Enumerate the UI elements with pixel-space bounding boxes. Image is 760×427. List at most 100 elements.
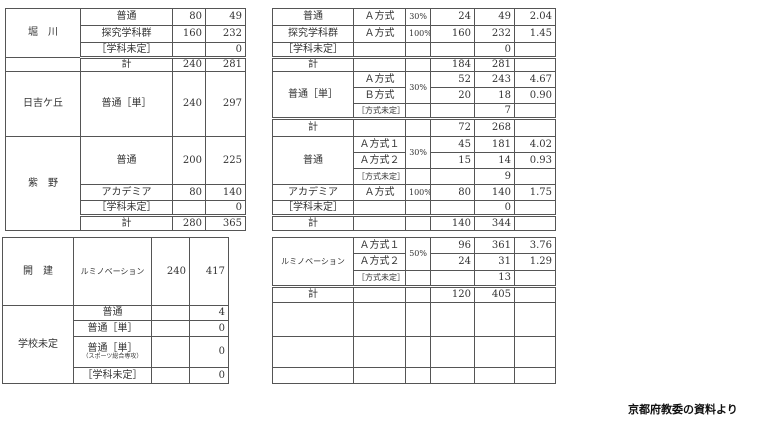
capacity-cell: 52 — [430, 71, 475, 88]
dept-cell: 普通 — [80, 136, 173, 185]
dept-cell: 探究学科群 — [272, 25, 354, 43]
total-label: 計 — [272, 214, 354, 231]
right-table-bottom: ルミノベーション Ａ方式１ 50% 96 361 3.76 Ａ方式２ 24 31 1.29 ［方… — [272, 237, 556, 384]
right-table-top: 普通 Ａ方式 30% 24 49 2.04 探究学科群 Ａ方式 100% 160 232 1.45 … — [272, 8, 556, 231]
school-name: 開 建 — [2, 237, 74, 306]
left-table-bottom: 開 建ルミノベーション 240 417 学校未定 普通 4 普通［単］ 0 普通［単］ （ス… — [2, 237, 229, 384]
capacity-cell: 184 — [430, 56, 475, 72]
total-label: 計 — [80, 214, 173, 231]
applicants-cell: 0 — [205, 200, 246, 216]
table-row: Ａ方式２ 24 31 1.29 — [273, 253, 556, 271]
total-label: 計 — [80, 56, 173, 72]
table-row: 日吉ケ丘 普通［単］ 240 297 — [5, 71, 246, 137]
dept-cell: 普通［単］ — [73, 320, 152, 337]
total-row: 計 280 365 — [6, 214, 246, 231]
applicants-cell: 417 — [189, 237, 229, 306]
method-cell: Ａ方式１ — [353, 237, 406, 254]
table-row: 探究学科群 160 232 — [6, 25, 246, 43]
applicants-cell: 281 — [474, 56, 515, 72]
total-row: 計 184 281 — [272, 56, 556, 72]
table-row: ［学科未定］ 0 — [272, 42, 556, 58]
capacity-cell: 15 — [430, 152, 475, 169]
table-row: 普通 Ａ方式１ 30% 45 181 4.02 — [272, 136, 556, 185]
applicants-cell: 140 — [474, 184, 515, 201]
school-name: 日吉ケ丘 — [5, 71, 81, 137]
method-cell: ［方式未定］ — [353, 168, 406, 185]
total-label: 計 — [272, 56, 354, 72]
applicants-cell: 31 — [474, 253, 515, 271]
capacity-cell: 160 — [172, 25, 206, 43]
applicants-cell: 4 — [189, 305, 229, 321]
dept-cell: 普通 — [272, 8, 354, 26]
total-row: 計 120 405 — [272, 285, 556, 303]
dept-cell: 普通 — [80, 8, 173, 26]
applicants-cell: 281 — [205, 56, 246, 72]
dept-cell: ルミノベーション — [272, 237, 354, 287]
applicants-cell: 297 — [205, 71, 246, 137]
capacity-cell: 24 — [430, 253, 475, 271]
dept-note: （スポーツ総合専攻） — [82, 353, 143, 360]
method-cell: ［方式未定］ — [353, 270, 406, 287]
ratio-cell: 0.90 — [514, 87, 556, 104]
empty-row — [272, 367, 556, 384]
total-label: 計 — [272, 117, 354, 137]
applicants-cell: 243 — [474, 71, 515, 88]
percent-cell: 100% — [405, 184, 431, 201]
capacity-cell: 45 — [430, 136, 475, 153]
method-cell: Ａ方式 — [353, 25, 406, 43]
capacity-cell: 140 — [430, 214, 475, 231]
method-cell: Ａ方式 — [353, 71, 406, 88]
applicants-cell: 49 — [205, 8, 246, 26]
applicants-cell: 0 — [189, 367, 229, 384]
applicants-cell: 7 — [474, 103, 515, 119]
table-row: 探究学科群 Ａ方式 100% 160 232 1.45 — [272, 25, 556, 43]
table-row: ［方式未定］ 7 — [273, 103, 556, 119]
applicants-cell: 405 — [474, 285, 515, 303]
percent-cell: 30% — [405, 8, 431, 26]
dept-cell: ［学科未定］ — [272, 42, 354, 58]
method-cell: Ａ方式１ — [353, 136, 406, 153]
left-table-top: 堀 川普通 80 49 探究学科群 160 232 ［学科未定］ 0 計 240 281 日吉… — [5, 8, 246, 231]
ratio-cell: 3.76 — [514, 237, 556, 254]
capacity-cell: 96 — [430, 237, 475, 254]
table-row: ［学科未定］ 0 — [3, 367, 229, 384]
applicants-cell: 13 — [474, 270, 515, 287]
method-cell: Ｂ方式 — [353, 87, 406, 104]
capacity-cell: 72 — [430, 117, 475, 137]
capacity-cell: 80 — [172, 8, 206, 26]
dept-cell: ［学科未定］ — [73, 367, 152, 384]
table-row: 普通［単］ Ａ方式 30% 52 243 4.67 — [272, 71, 556, 119]
applicants-cell: 181 — [474, 136, 515, 153]
capacity-cell — [172, 200, 206, 216]
dept-cell: 普通 — [73, 305, 152, 321]
capacity-cell: 20 — [430, 87, 475, 104]
dept-cell: ルミノベーション — [73, 237, 152, 306]
capacity-cell — [172, 42, 206, 58]
applicants-cell: 365 — [205, 214, 246, 231]
table-row: ［学科未定］ 0 — [6, 42, 246, 58]
percent-cell: 100% — [405, 25, 431, 43]
percent-cell: 30% — [405, 136, 431, 169]
capacity-cell: 160 — [430, 25, 475, 43]
table-row: ［学科未定］ 0 — [272, 200, 556, 216]
percent-cell: 30% — [405, 71, 431, 104]
dept-cell: ［学科未定］ — [80, 42, 173, 58]
table-row: 堀 川普通 80 49 — [5, 8, 246, 58]
percent-cell: 50% — [405, 237, 431, 271]
school-name: 紫 野 — [5, 136, 81, 231]
method-cell: Ａ方式 — [353, 184, 406, 201]
table-row: アカデミア Ａ方式 100% 80 140 1.75 — [272, 184, 556, 201]
applicants-cell: 268 — [474, 117, 515, 137]
dept-cell: 普通［単］ — [87, 343, 138, 354]
capacity-cell: 80 — [172, 184, 206, 201]
total-row: 計 72 268 — [272, 117, 556, 137]
capacity-cell: 240 — [151, 237, 190, 306]
method-cell: Ａ方式２ — [353, 152, 406, 169]
table-row: 紫 野普通 200 225 — [5, 136, 246, 231]
capacity-cell: 24 — [430, 8, 475, 26]
table-row: 普通［単］ （スポーツ総合専攻） 0 — [3, 336, 229, 368]
dept-cell: ［学科未定］ — [272, 200, 354, 216]
total-label: 計 — [272, 285, 354, 303]
applicants-cell: 0 — [474, 200, 515, 216]
table-row: 学校未定 普通 4 — [2, 305, 229, 384]
